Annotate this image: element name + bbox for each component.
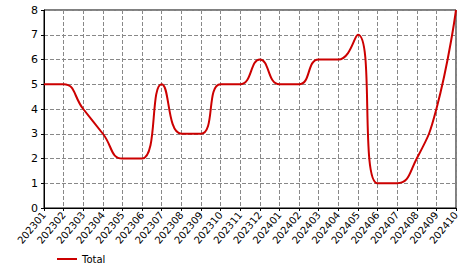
svg-text:3: 3 — [31, 127, 38, 140]
svg-text:202310: 202310 — [191, 209, 225, 246]
svg-text:0: 0 — [31, 201, 38, 215]
svg-text:2: 2 — [31, 152, 38, 165]
svg-text:202407: 202407 — [368, 209, 402, 246]
svg-text:202311: 202311 — [211, 209, 245, 246]
svg-text:7: 7 — [31, 28, 38, 41]
svg-text:202304: 202304 — [74, 209, 108, 246]
svg-text:202401: 202401 — [250, 209, 284, 246]
svg-text:4: 4 — [31, 103, 38, 116]
svg-text:8: 8 — [31, 4, 38, 17]
svg-text:202410: 202410 — [427, 209, 460, 245]
svg-text:5: 5 — [31, 78, 38, 91]
svg-text:202408: 202408 — [388, 209, 421, 246]
svg-text:202312: 202312 — [231, 209, 264, 246]
svg-text:1: 1 — [31, 177, 38, 190]
svg-text:202404: 202404 — [309, 209, 343, 246]
svg-text:202405: 202405 — [329, 209, 363, 246]
svg-text:202409: 202409 — [407, 209, 441, 246]
svg-text:202303: 202303 — [54, 209, 88, 246]
svg-text:202307: 202307 — [132, 209, 166, 246]
svg-text:202301: 202301 — [15, 209, 49, 246]
svg-text:202406: 202406 — [348, 209, 382, 246]
svg-text:202403: 202403 — [289, 209, 323, 246]
svg-text:202309: 202309 — [172, 209, 206, 246]
svg-text:202402: 202402 — [270, 209, 304, 246]
svg-text:6: 6 — [31, 53, 38, 66]
svg-text:202302: 202302 — [34, 209, 68, 246]
svg-text:Total: Total — [81, 254, 105, 265]
svg-text:202305: 202305 — [93, 209, 127, 246]
svg-text:202308: 202308 — [152, 209, 186, 246]
svg-text:202306: 202306 — [113, 209, 147, 246]
